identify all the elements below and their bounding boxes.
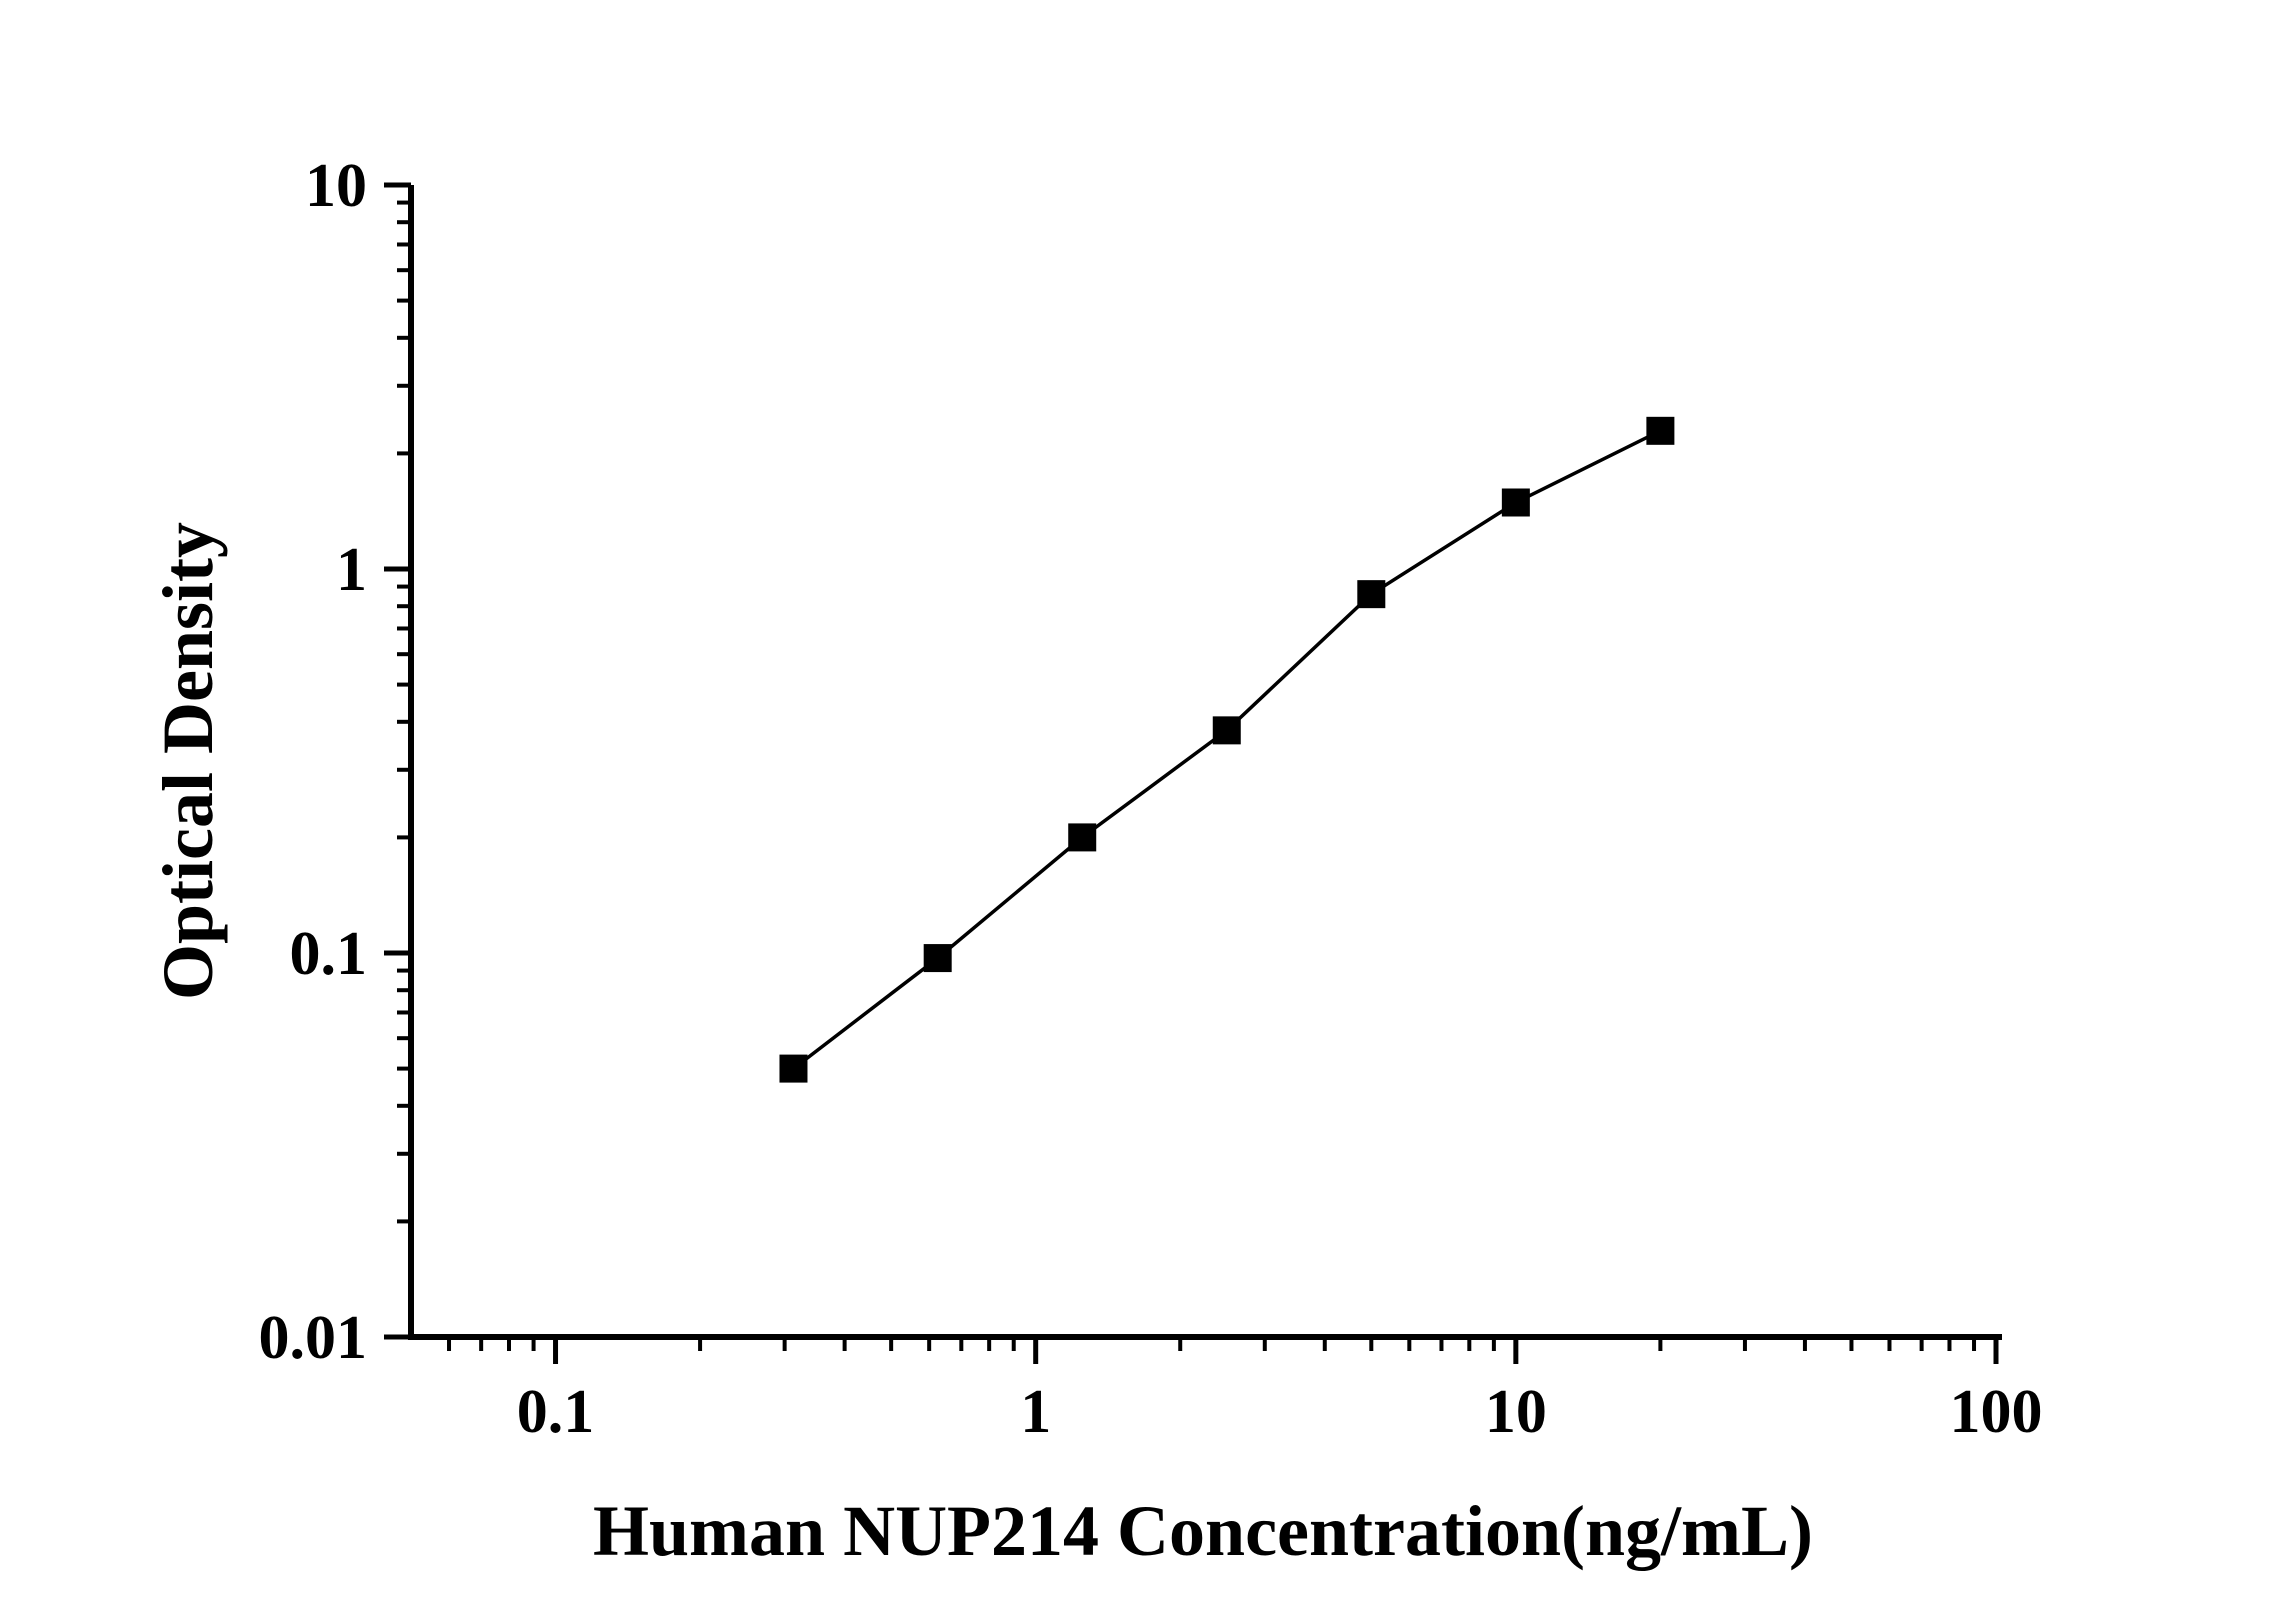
x-tick-label: 100 — [1950, 1378, 2043, 1446]
x-tick-label: 10 — [1485, 1378, 1547, 1446]
data-point-marker — [1357, 580, 1386, 609]
series-layer — [779, 416, 1675, 1083]
y-tick-label: 0.01 — [259, 1304, 368, 1372]
x-tick-label: 1 — [1020, 1378, 1051, 1446]
axes-layer: 0.1 1 10 100 0.01 0.1 1 10 — [259, 152, 2043, 1446]
data-point-marker — [779, 1054, 808, 1083]
data-point-marker — [1068, 823, 1097, 852]
series-line — [792, 429, 1662, 1070]
x-axis-title: Human NUP214 Concentration(ng/mL) — [593, 1491, 1813, 1571]
y-axis-title: Optical Density — [148, 522, 228, 1000]
data-point-marker — [923, 944, 952, 973]
x-tick-label: 0.1 — [517, 1378, 595, 1446]
y-tick-label: 10 — [305, 152, 367, 220]
y-tick-label: 0.1 — [290, 920, 368, 988]
data-point-marker — [1501, 488, 1530, 517]
y-tick-label: 1 — [336, 536, 367, 604]
data-point-marker — [1212, 716, 1241, 745]
data-point-marker — [1646, 416, 1675, 445]
